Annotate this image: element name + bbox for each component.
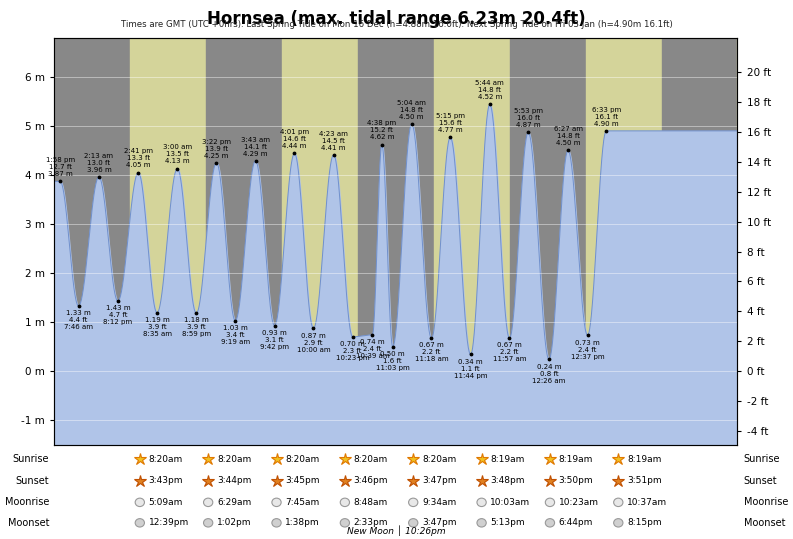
- Text: 0.67 m
2.2 ft
11:57 am: 0.67 m 2.2 ft 11:57 am: [492, 342, 527, 362]
- Text: Sunset: Sunset: [16, 476, 49, 486]
- Circle shape: [204, 519, 213, 527]
- Bar: [358, 38, 434, 445]
- Text: 10:23am: 10:23am: [559, 498, 599, 507]
- Bar: [661, 38, 737, 445]
- Text: 8:19am: 8:19am: [559, 455, 593, 464]
- Text: Moonrise: Moonrise: [5, 497, 49, 507]
- Text: 8:19am: 8:19am: [627, 455, 661, 464]
- Text: Moonset: Moonset: [8, 518, 49, 528]
- Text: 0.87 m
2.9 ft
10:00 am: 0.87 m 2.9 ft 10:00 am: [297, 333, 330, 353]
- Text: 3:51pm: 3:51pm: [627, 476, 661, 485]
- Circle shape: [408, 519, 418, 527]
- Text: 3:48pm: 3:48pm: [490, 476, 525, 485]
- Bar: [54, 38, 130, 445]
- Text: 3:46pm: 3:46pm: [354, 476, 388, 485]
- Text: 8:15pm: 8:15pm: [627, 519, 661, 527]
- Text: 6:44pm: 6:44pm: [559, 519, 593, 527]
- Text: 5:09am: 5:09am: [148, 498, 183, 507]
- Circle shape: [272, 519, 282, 527]
- Text: 0.74 m
2.4 ft
10:39 am: 0.74 m 2.4 ft 10:39 am: [355, 339, 389, 359]
- Text: Sunrise: Sunrise: [744, 454, 780, 464]
- Circle shape: [135, 498, 144, 507]
- Bar: [434, 38, 510, 445]
- Text: 1:02pm: 1:02pm: [217, 519, 251, 527]
- Circle shape: [340, 498, 350, 507]
- Text: 9:34am: 9:34am: [422, 498, 456, 507]
- Text: Sunset: Sunset: [744, 476, 777, 486]
- Text: 0.24 m
0.8 ft
12:26 am: 0.24 m 0.8 ft 12:26 am: [532, 363, 565, 384]
- Text: New Moon │ 10:26pm: New Moon │ 10:26pm: [347, 526, 446, 536]
- Text: 1:38pm: 1:38pm: [285, 519, 320, 527]
- Bar: [206, 38, 282, 445]
- Text: 3:44pm: 3:44pm: [217, 476, 251, 485]
- Text: 8:48am: 8:48am: [354, 498, 388, 507]
- Text: 0.70 m
2.3 ft
10:23 pm: 0.70 m 2.3 ft 10:23 pm: [335, 341, 370, 361]
- Circle shape: [546, 498, 554, 507]
- Text: 8:20am: 8:20am: [354, 455, 388, 464]
- Text: 0.73 m
2.4 ft
12:37 pm: 0.73 m 2.4 ft 12:37 pm: [571, 340, 604, 360]
- Text: 5:44 am
14.8 ft
4.52 m: 5:44 am 14.8 ft 4.52 m: [476, 80, 504, 100]
- Text: 8:20am: 8:20am: [422, 455, 456, 464]
- Bar: [737, 38, 793, 445]
- Text: 2:41 pm
13.3 ft
4.05 m: 2:41 pm 13.3 ft 4.05 m: [124, 148, 153, 168]
- Text: 1.19 m
3.9 ft
8:35 am: 1.19 m 3.9 ft 8:35 am: [143, 317, 171, 337]
- Circle shape: [614, 519, 623, 527]
- Text: 4:01 pm
14.6 ft
4.44 m: 4:01 pm 14.6 ft 4.44 m: [280, 129, 309, 149]
- Text: Sunrise: Sunrise: [13, 454, 49, 464]
- Text: 8:20am: 8:20am: [217, 455, 251, 464]
- Text: 0.67 m
2.2 ft
11:18 am: 0.67 m 2.2 ft 11:18 am: [415, 342, 448, 362]
- Text: 0.34 m
1.1 ft
11:44 pm: 0.34 m 1.1 ft 11:44 pm: [454, 358, 488, 378]
- Text: 7:45am: 7:45am: [285, 498, 320, 507]
- Text: 5:15 pm
15.6 ft
4.77 m: 5:15 pm 15.6 ft 4.77 m: [436, 113, 465, 133]
- Text: 3:43 am
14.1 ft
4.29 m: 3:43 am 14.1 ft 4.29 m: [241, 136, 270, 157]
- Text: 3:45pm: 3:45pm: [285, 476, 320, 485]
- Text: 2:33pm: 2:33pm: [354, 519, 388, 527]
- Text: Moonrise: Moonrise: [744, 497, 788, 507]
- Text: 4:23 am
14.5 ft
4.41 m: 4:23 am 14.5 ft 4.41 m: [320, 131, 348, 151]
- Text: 0.50 m
1.6 ft
11:03 pm: 0.50 m 1.6 ft 11:03 pm: [376, 351, 409, 371]
- Text: 1.18 m
3.9 ft
8:59 pm: 1.18 m 3.9 ft 8:59 pm: [182, 317, 211, 337]
- Circle shape: [272, 498, 282, 507]
- Text: 10:03am: 10:03am: [490, 498, 531, 507]
- Text: 8:19am: 8:19am: [490, 455, 525, 464]
- Text: 1:58 pm
12.7 ft
3.87 m: 1:58 pm 12.7 ft 3.87 m: [45, 157, 75, 177]
- Circle shape: [135, 519, 144, 527]
- Text: 8:20am: 8:20am: [148, 455, 182, 464]
- Text: 0.93 m
3.1 ft
9:42 pm: 0.93 m 3.1 ft 9:42 pm: [260, 330, 289, 350]
- Text: 6:29am: 6:29am: [217, 498, 251, 507]
- Circle shape: [408, 498, 418, 507]
- Circle shape: [477, 498, 486, 507]
- Circle shape: [204, 498, 213, 507]
- Text: Times are GMT (UTC +0hrs). Last Spring Tide on Mon 16 Dec (h=4.88m 16.0ft). Next: Times are GMT (UTC +0hrs). Last Spring T…: [121, 20, 672, 30]
- Text: 3:50pm: 3:50pm: [559, 476, 593, 485]
- Text: 10:37am: 10:37am: [627, 498, 667, 507]
- Text: 4:38 pm
15.2 ft
4.62 m: 4:38 pm 15.2 ft 4.62 m: [367, 120, 396, 141]
- Bar: [130, 38, 206, 445]
- Text: 8:20am: 8:20am: [285, 455, 320, 464]
- Text: 3:47pm: 3:47pm: [422, 519, 457, 527]
- Circle shape: [546, 519, 554, 527]
- Text: 12:39pm: 12:39pm: [148, 519, 189, 527]
- Text: 1.43 m
4.7 ft
8:12 pm: 1.43 m 4.7 ft 8:12 pm: [103, 305, 132, 325]
- Text: 6:33 pm
16.1 ft
4.90 m: 6:33 pm 16.1 ft 4.90 m: [592, 107, 621, 127]
- Text: 1.03 m
3.4 ft
9:19 am: 1.03 m 3.4 ft 9:19 am: [220, 325, 250, 345]
- Bar: [282, 38, 358, 445]
- Text: 5:53 pm
16.0 ft
4.87 m: 5:53 pm 16.0 ft 4.87 m: [514, 108, 542, 128]
- Text: 5:13pm: 5:13pm: [490, 519, 525, 527]
- Text: 1.33 m
4.4 ft
7:46 am: 1.33 m 4.4 ft 7:46 am: [64, 310, 93, 330]
- Circle shape: [614, 498, 623, 507]
- Text: 3:43pm: 3:43pm: [148, 476, 183, 485]
- Circle shape: [477, 519, 486, 527]
- Text: Moonset: Moonset: [744, 518, 785, 528]
- Bar: [510, 38, 585, 445]
- Text: 5:04 am
14.8 ft
4.50 m: 5:04 am 14.8 ft 4.50 m: [397, 100, 426, 120]
- Text: 3:47pm: 3:47pm: [422, 476, 457, 485]
- Text: Hornsea (max. tidal range 6.23m 20.4ft): Hornsea (max. tidal range 6.23m 20.4ft): [207, 10, 586, 27]
- Bar: [585, 38, 661, 445]
- Text: 3:00 am
13.5 ft
4.13 m: 3:00 am 13.5 ft 4.13 m: [163, 144, 192, 164]
- Text: 6:27 am
14.8 ft
4.50 m: 6:27 am 14.8 ft 4.50 m: [554, 126, 583, 146]
- Circle shape: [340, 519, 350, 527]
- Text: 3:22 pm
13.9 ft
4.25 m: 3:22 pm 13.9 ft 4.25 m: [202, 139, 231, 158]
- Text: 2:13 am
13.0 ft
3.96 m: 2:13 am 13.0 ft 3.96 m: [84, 153, 113, 173]
